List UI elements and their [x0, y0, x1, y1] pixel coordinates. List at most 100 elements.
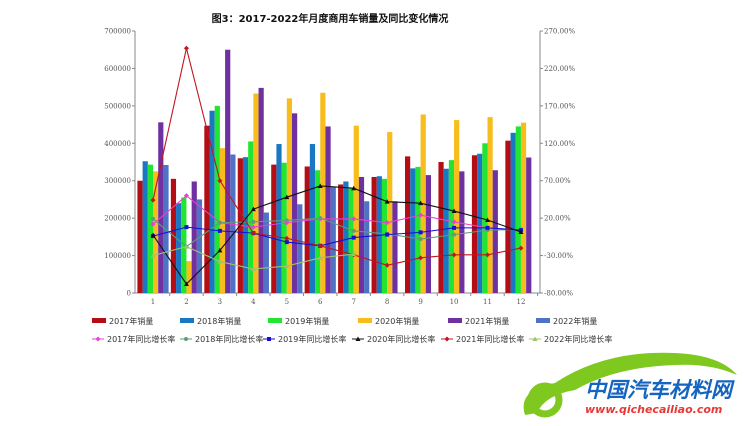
x-tick-label: 3 [218, 298, 222, 306]
legend-label: 2022年同比增长率 [544, 334, 612, 344]
line-2019年同比增长率 [152, 226, 521, 247]
bar-2021年销量 [225, 49, 231, 293]
point-2017年同比增长率 [351, 216, 357, 222]
bar-2017年销量 [271, 164, 277, 293]
bar-2020年销量 [487, 117, 493, 293]
point-2021年同比增长率 [451, 252, 457, 258]
point-2019年同比增长率 [385, 232, 390, 237]
bar-2018年销量 [443, 168, 449, 293]
y-left-tick-label: 100000 [104, 252, 131, 260]
y-left-tick-label: 700000 [104, 28, 131, 36]
point-2022年同比增长率 [317, 255, 323, 260]
point-2018年同比增长率 [284, 218, 289, 223]
bar-2020年销量 [253, 93, 259, 294]
bar-2018年销量 [410, 168, 416, 293]
bar-2019年销量 [448, 160, 455, 293]
bar-2021年销量 [158, 122, 164, 293]
bar-2019年销量 [515, 126, 521, 293]
legend-marker [95, 336, 101, 342]
legend-label: 2017年同比增长率 [107, 334, 175, 344]
point-2018年同比增长率 [418, 237, 423, 242]
point-2021年同比增长率 [217, 178, 223, 184]
bar-2018年销量 [477, 153, 483, 293]
point-2021年同比增长率 [183, 45, 189, 51]
y-right-tick-label: 70.00% [544, 177, 571, 185]
point-2020年同比增长率 [485, 217, 490, 223]
bar-2021年销量 [325, 126, 331, 293]
point-2022年同比增长率 [150, 253, 156, 258]
point-2021年同比增长率 [250, 230, 256, 236]
point-2017年同比增长率 [183, 193, 189, 199]
point-2022年同比增长率 [183, 244, 189, 249]
point-2019年同比增长率 [485, 225, 490, 230]
point-2020年同比增长率 [451, 208, 457, 214]
bar-2020年销量 [520, 122, 527, 293]
bar-2018年销量 [209, 110, 215, 293]
point-2021年同比增长率 [418, 255, 424, 261]
point-2017年同比增长率 [384, 220, 390, 226]
bar-2020年销量 [353, 125, 359, 294]
y-right-tick-label: -80.00% [544, 290, 573, 298]
bar-2019年销量 [181, 197, 187, 293]
x-tick-label: 4 [251, 298, 256, 306]
bar-2017年销量 [304, 166, 310, 293]
y-right-tick-label: 120.00% [544, 140, 575, 148]
y-left-tick-label: 300000 [104, 177, 131, 185]
x-tick-label: 12 [516, 298, 525, 306]
bar-2021年销量 [392, 201, 398, 293]
point-2018年同比增长率 [251, 219, 256, 224]
point-2020年同比增长率 [284, 194, 290, 200]
bar-2021年销量 [425, 175, 431, 293]
bar-2018年销量 [376, 176, 382, 293]
legend-label: 2022年销量 [553, 316, 597, 326]
bar-2020年销量 [387, 132, 393, 293]
point-2021年同比增长率 [317, 243, 323, 249]
bar-2020年销量 [286, 98, 292, 293]
point-2018年同比增长率 [351, 228, 356, 233]
y-left-tick-label: 400000 [104, 140, 131, 148]
y-right-tick-label: 20.00% [544, 215, 571, 223]
point-2018年同比增长率 [318, 216, 323, 221]
legend-label: 2018年销量 [197, 316, 241, 326]
point-2021年同比增长率 [384, 262, 390, 268]
x-tick-label: 5 [285, 298, 289, 306]
point-2017年同比增长率 [150, 221, 156, 227]
bar-2020年销量 [454, 120, 460, 293]
legend-marker [532, 336, 538, 341]
y-right-tick-label: -30.00% [544, 252, 573, 260]
point-2017年同比增长率 [250, 224, 256, 230]
bar-2017年销量 [137, 180, 143, 293]
bar-2020年销量 [320, 92, 326, 293]
legend-marker [184, 337, 188, 341]
bar-2019年销量 [415, 166, 421, 293]
line-2017年同比增长率 [152, 194, 521, 231]
bar-2022年销量 [364, 201, 370, 293]
x-tick-label: 6 [318, 298, 323, 306]
bar-2019年销量 [248, 141, 254, 293]
bar-2019年销量 [281, 162, 287, 293]
x-tick-label: 1 [151, 298, 155, 306]
legend-swatch [536, 318, 550, 323]
x-tick-label: 9 [418, 298, 422, 306]
bar-2018年销量 [276, 144, 282, 293]
bar-2020年销量 [186, 261, 192, 293]
legend-swatch [92, 318, 106, 323]
bar-2021年销量 [526, 157, 532, 293]
point-2020年同比增长率 [150, 232, 156, 237]
bar-2017年销量 [405, 156, 411, 293]
point-2022年同比增长率 [351, 251, 357, 257]
svg-text:www.qichecailiao.com: www.qichecailiao.com [585, 403, 722, 416]
bar-2019年销量 [348, 188, 354, 293]
x-tick-label: 2 [184, 298, 188, 306]
x-tick-label: 11 [483, 298, 492, 306]
bar-2021年销量 [292, 113, 298, 293]
bar-2018年销量 [510, 132, 516, 293]
bar-2017年销量 [371, 176, 377, 293]
point-2021年同比增长率 [150, 197, 156, 203]
point-2022年同比增长率 [250, 266, 256, 272]
bar-2021年销量 [358, 176, 365, 293]
legend-label: 2021年销量 [465, 316, 509, 326]
point-2019年同比增长率 [418, 230, 423, 235]
bar-2022年销量 [330, 187, 336, 293]
line-2018年同比增长率 [152, 217, 521, 248]
